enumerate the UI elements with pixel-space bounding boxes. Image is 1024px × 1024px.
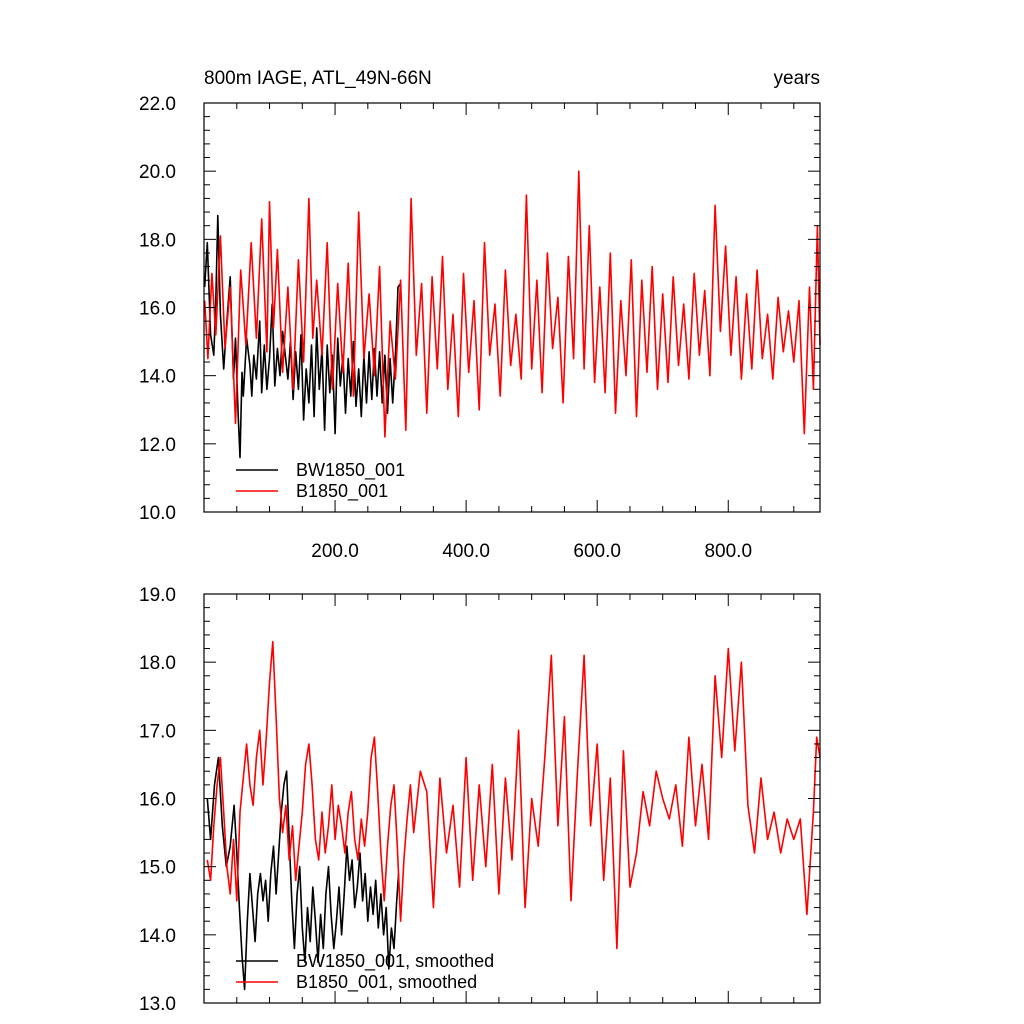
x-tick-label: 600.0 [573,541,621,562]
x-tick-label: 400.0 [442,541,490,562]
chart-units-label: years [774,68,820,89]
y-tick-label: 10.0 [139,503,176,524]
y-tick-label: 14.0 [139,367,176,388]
y-tick-label: 20.0 [139,162,176,183]
y-tick-label: 18.0 [139,230,176,251]
x-tick-label: 800.0 [704,541,752,562]
y-tick-label: 16.0 [139,299,176,320]
y-tick-label: 14.0 [139,926,176,947]
chart-title: 800m IAGE, ATL_49N-66N [204,68,432,89]
legend-label: B1850_001 [296,481,388,502]
series-line-0 [203,214,402,459]
legend-label: BW1850_001 [296,460,405,481]
series-lines [203,170,821,459]
y-tick-label: 12.0 [139,435,176,456]
y-tick-label: 13.0 [139,994,176,1015]
legend-label: BW1850_001, smoothed [296,951,494,972]
y-tick-label: 15.0 [139,858,176,879]
y-tick-label: 17.0 [139,721,176,742]
series-line-1 [206,640,821,950]
series-line-1 [203,170,821,438]
y-tick-label: 22.0 [139,94,176,115]
y-tick-label: 19.0 [139,585,176,606]
y-tick-label: 18.0 [139,653,176,674]
top-panel: 10.0 12.0 14.0 16.0 18.0 20.0 22.0 200.0 400.0 60… [139,94,821,562]
y-tick-label: 16.0 [139,790,176,811]
series-line-0 [206,756,400,991]
x-tick-label: 200.0 [311,541,359,562]
series-lines [206,640,821,991]
bottom-panel: 13.0 14.0 15.0 16.0 17.0 18.0 19.0 BW1850_001, … [139,585,821,1015]
legend-label: B1850_001, smoothed [296,972,477,993]
